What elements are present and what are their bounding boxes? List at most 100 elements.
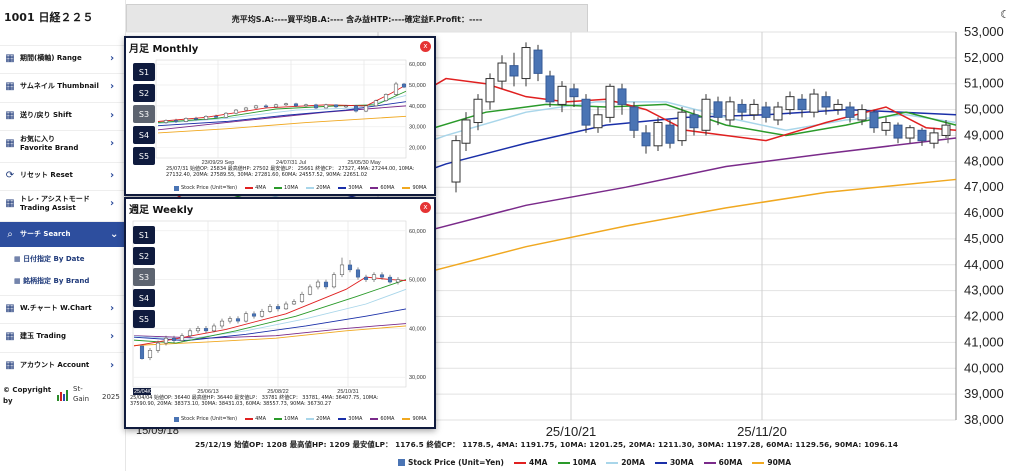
y-tick-label: 50,000 — [964, 102, 1004, 117]
candlestick — [833, 99, 843, 115]
legend-label: 90MA — [412, 416, 427, 422]
candlestick — [211, 323, 217, 333]
candle-body — [509, 65, 519, 77]
legend-swatch — [274, 418, 283, 420]
candle-body — [147, 350, 153, 358]
candlestick — [809, 88, 819, 118]
candlestick — [383, 93, 389, 102]
candlestick — [355, 267, 361, 280]
candlestick — [299, 291, 305, 304]
monthly-chart[interactable]: 60,000 50,000 40,000 30,000 20,000 23/09/29 S… — [126, 38, 434, 194]
sidebar-item-4[interactable]: ⟳ リセット Reset › — [0, 162, 124, 188]
legend-label: 30MA — [669, 458, 694, 467]
candlestick — [533, 44, 543, 82]
weekly-chart[interactable]: 60,000 50,000 40,000 30,000 25/06/13 25/08/22… — [126, 199, 434, 427]
y-tick-label: 45,000 — [964, 231, 1004, 246]
candlestick — [395, 277, 401, 285]
legend-swatch — [174, 185, 179, 191]
legend-swatch — [306, 187, 315, 189]
candle-body — [485, 78, 495, 103]
range-button-s4[interactable]: S4 — [133, 126, 155, 144]
weekly-chart-popup[interactable]: 週足 Weekly x 60,000 50,000 40,000 30,000 25/0… — [124, 197, 436, 429]
candlestick — [761, 101, 771, 123]
candle-body — [713, 101, 723, 118]
range-button-s5[interactable]: S5 — [133, 310, 155, 328]
ma90-line — [157, 115, 407, 134]
range-button-s1[interactable]: S1 — [133, 226, 155, 244]
candle-body — [617, 88, 627, 105]
sidebar-subitem-0[interactable]: ▦ 日付指定 By Date — [14, 254, 84, 264]
legend-item: 20MA — [606, 458, 645, 467]
candle-body — [155, 342, 161, 351]
sidebar-item-8[interactable]: ▦ 建玉 Trading › — [0, 323, 124, 349]
sidebar-item-9[interactable]: ▦ アカウント Account › — [0, 352, 124, 378]
legend-swatch — [703, 461, 716, 464]
candle-body — [331, 274, 337, 288]
candle-body — [303, 104, 309, 107]
chevron-right-icon: › — [110, 170, 115, 181]
sidebar-item-1[interactable]: ▦ サムネイル Thumbnail › — [0, 73, 124, 99]
candlestick — [713, 96, 723, 126]
sidebar-item-label: 期間(横軸) Range — [20, 54, 82, 62]
candlestick — [605, 83, 615, 123]
candle-body — [893, 124, 903, 139]
legend-label: 10MA — [284, 185, 299, 191]
candle-body — [223, 112, 229, 118]
range-button-s4[interactable]: S4 — [133, 289, 155, 307]
candlestick — [451, 135, 461, 193]
range-button-s3[interactable]: S3 — [133, 268, 155, 286]
sidebar-item-5[interactable]: ▦ トレ・アシストモード Trading Assist › — [0, 190, 124, 216]
close-icon[interactable]: x — [420, 41, 431, 52]
legend-label: 60MA — [718, 458, 743, 467]
sidebar-item-label: リセット Reset — [20, 171, 73, 179]
y-tick-label: 51,000 — [964, 76, 1004, 91]
range-button-s2[interactable]: S2 — [133, 84, 155, 102]
legend-swatch — [402, 187, 411, 189]
candle-body — [213, 116, 219, 118]
candlestick — [881, 117, 891, 136]
close-icon[interactable]: x — [420, 202, 431, 213]
range-button-s2[interactable]: S2 — [133, 247, 155, 265]
candlestick — [333, 104, 339, 108]
y-tick-label: 30,000 — [409, 375, 426, 381]
candlestick — [259, 308, 265, 318]
candle-body — [291, 301, 297, 305]
candlestick — [195, 325, 201, 334]
candle-body — [263, 105, 269, 108]
candlestick — [905, 125, 915, 144]
candle-body — [929, 132, 939, 144]
legend-label: Stock Price (Unit=Yen) — [181, 416, 238, 422]
ma90-line — [133, 325, 407, 346]
candle-body — [809, 93, 819, 113]
sidebar-item-label: サーチ Search — [20, 230, 71, 238]
range-button-s1[interactable]: S1 — [133, 63, 155, 81]
y-tick-label: 50,000 — [409, 278, 426, 284]
sidebar-item-2[interactable]: ▦ 送り/戻り Shift › — [0, 102, 124, 128]
sidebar: 1001 日経２２５ ▦ 期間(横軸) Range › ▦ サムネイル Thumbnai… — [0, 0, 126, 471]
moon-icon[interactable]: ☾ — [1000, 8, 1010, 21]
sidebar-subitem-1[interactable]: ▦ 銘柄指定 By Brand — [14, 276, 89, 286]
candlestick — [307, 284, 313, 296]
sidebar-item-6[interactable]: ⌕ サーチ Search ⌄ — [0, 221, 124, 247]
subitem-icon: ▦ — [14, 255, 24, 263]
range-button-s5[interactable]: S5 — [133, 147, 155, 165]
range-button-s3[interactable]: S3 — [133, 105, 155, 123]
sidebar-item-0[interactable]: ▦ 期間(横軸) Range › — [0, 45, 124, 71]
y-tick-label: 39,000 — [964, 386, 1004, 401]
sidebar-item-7[interactable]: ▦ W.チャート W.Chart › — [0, 295, 124, 321]
candlestick — [749, 99, 759, 120]
legend-label: 10MA — [572, 458, 597, 467]
candlestick — [303, 103, 309, 107]
candlestick — [845, 101, 855, 123]
sidebar-item-3[interactable]: ▦ お気に入り Favorite Brand › — [0, 130, 124, 156]
calendar-icon: ▦ — [5, 303, 15, 314]
candlestick — [323, 279, 329, 290]
calendar-icon: ▦ — [5, 81, 15, 92]
legend-swatch — [557, 461, 570, 464]
monthly-chart-popup[interactable]: 月足 Monthly x 60,000 50,000 40,000 30,000 20,… — [124, 36, 436, 196]
calendar-icon: ▦ — [5, 360, 15, 371]
candlestick — [343, 104, 349, 108]
legend-item: 10MA — [557, 458, 597, 467]
candle-body — [363, 276, 369, 280]
ma20-line — [157, 95, 407, 125]
